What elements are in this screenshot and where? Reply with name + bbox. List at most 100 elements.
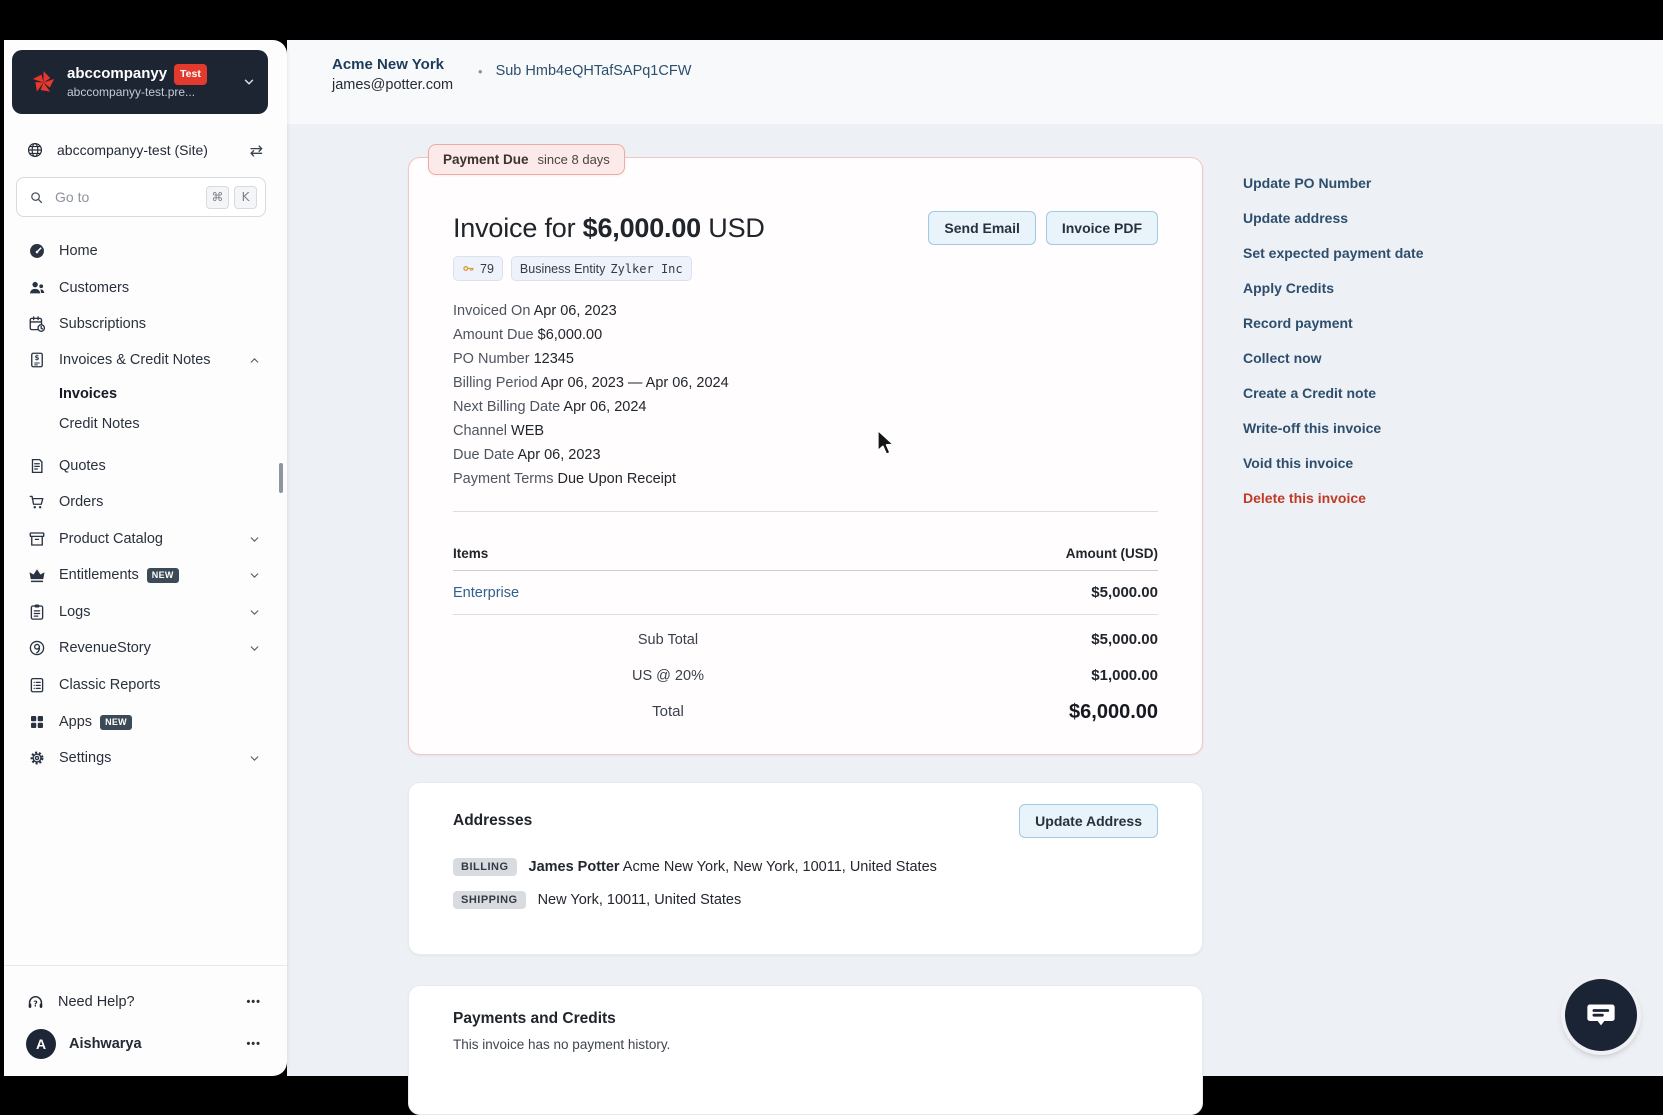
key-count-badge: 79: [453, 256, 503, 281]
update-address-button[interactable]: Update Address: [1019, 804, 1158, 838]
globe-icon: [27, 142, 43, 158]
sidebar-item-logs[interactable]: Logs: [4, 597, 287, 627]
report-doc-icon: [28, 676, 46, 694]
sidebar-item-apps[interactable]: Apps NEW: [4, 707, 287, 737]
addresses-title: Addresses: [453, 812, 533, 829]
page-title: Invoice for $6,000.00 USD: [453, 213, 765, 243]
action-set-expected-payment-date[interactable]: Set expected payment date: [1243, 245, 1424, 261]
detail-payment-terms: Payment Terms Due Upon Receipt: [453, 471, 676, 487]
subtotal-row: Sub Total $5,000.00: [637, 631, 1158, 648]
sidebar-item-credit-notes[interactable]: Credit Notes: [59, 416, 140, 432]
customer-email: james@potter.com: [332, 77, 454, 93]
customers-icon: [28, 279, 46, 297]
tax-row: US @ 20% $1,000.00: [632, 667, 1158, 684]
goto-search[interactable]: ⌘ K: [16, 177, 266, 217]
status-since: since 8 days: [537, 152, 610, 167]
action-void-invoice[interactable]: Void this invoice: [1243, 455, 1354, 471]
brand-logo-icon: [32, 70, 55, 92]
user-name: Aishwarya: [69, 1036, 142, 1052]
org-switcher[interactable]: abccompanyy Test abccompanyy-test.pre...: [12, 50, 268, 114]
cart-icon: [28, 493, 46, 511]
detail-invoiced-on: Invoiced On Apr 06, 2023: [453, 303, 617, 319]
status-label: Payment Due: [443, 152, 529, 167]
action-update-address[interactable]: Update address: [1243, 210, 1349, 226]
gear-icon: [28, 749, 46, 767]
status-badge: Payment Due since 8 days: [428, 144, 625, 175]
sidebar-item-home[interactable]: Home: [4, 236, 287, 266]
invoice-actions-panel: Update PO Number Update address Set expe…: [1243, 173, 1424, 523]
billing-address-row: BILLING James Potter Acme New York, New …: [453, 858, 1158, 876]
sidebar-item-quotes[interactable]: Quotes: [4, 451, 287, 481]
sidebar-item-orders[interactable]: Orders: [4, 487, 287, 517]
detail-next-billing-date: Next Billing Date Apr 06, 2024: [453, 399, 647, 415]
chat-bubble-icon: [1587, 1004, 1615, 1026]
avatar: A: [26, 1029, 56, 1059]
item-link[interactable]: Enterprise: [453, 584, 520, 601]
detail-due-date: Due Date Apr 06, 2023: [453, 447, 601, 463]
chat-fab[interactable]: [1565, 979, 1637, 1051]
sidebar-item-product-catalog[interactable]: Product Catalog: [4, 524, 287, 554]
billing-address: James Potter Acme New York, New York, 10…: [528, 859, 937, 875]
key-icon: [463, 266, 474, 271]
invoice-details: Invoiced On Apr 06, 2023 Amount Due $6,0…: [453, 299, 1158, 491]
chevron-down-icon: [250, 609, 259, 615]
shipping-tag: SHIPPING: [453, 891, 526, 909]
headset-help-icon: ?: [26, 993, 45, 1012]
user-profile-item[interactable]: A Aishwarya •••: [4, 1029, 287, 1059]
subscription-link[interactable]: Sub Hmb4eQHTafSAPq1CFW: [495, 63, 692, 79]
invoice-card: Payment Due since 8 days Invoice for $6,…: [408, 144, 1203, 755]
payments-card: Payments and Credits This invoice has no…: [408, 985, 1203, 1115]
more-options-icon[interactable]: •••: [246, 996, 261, 1008]
new-badge: NEW: [146, 567, 179, 583]
action-write-off-invoice[interactable]: Write-off this invoice: [1243, 420, 1382, 436]
breadcrumb: • Sub Hmb4eQHTafSAPq1CFW: [478, 63, 691, 79]
shipping-address-row: SHIPPING New York, 10011, United States: [453, 891, 1158, 909]
sidebar-item-revenuestory[interactable]: RevenueStory: [4, 633, 287, 663]
action-apply-credits[interactable]: Apply Credits: [1243, 280, 1335, 296]
box-icon: [28, 530, 46, 548]
apps-grid-icon: [28, 713, 46, 731]
calendar-clock-icon: [28, 315, 46, 333]
org-name: abccompanyy: [67, 65, 168, 82]
invoice-pdf-button[interactable]: Invoice PDF: [1045, 211, 1158, 245]
sidebar-scrollbar[interactable]: [279, 463, 283, 493]
sidebar: abccompanyy Test abccompanyy-test.pre... …: [4, 40, 287, 1076]
sidebar-divider: [4, 965, 287, 966]
site-switcher[interactable]: abccompanyy-test (Site) ⇄: [4, 135, 287, 165]
customer-name[interactable]: Acme New York: [332, 56, 444, 73]
action-delete-invoice[interactable]: Delete this invoice: [1243, 490, 1366, 506]
switch-site-icon[interactable]: ⇄: [249, 140, 263, 160]
chevron-down-icon: [250, 755, 259, 761]
new-badge: NEW: [100, 714, 132, 730]
col-items: Items: [453, 546, 489, 561]
send-email-button[interactable]: Send Email: [928, 211, 1036, 245]
need-help-item[interactable]: ? Need Help? •••: [4, 987, 287, 1017]
items-table-header: Items Amount (USD): [453, 512, 1158, 571]
action-record-payment[interactable]: Record payment: [1243, 315, 1353, 331]
shipping-address: New York, 10011, United States: [537, 892, 742, 908]
sidebar-item-customers[interactable]: Customers: [4, 273, 287, 303]
action-update-po-number[interactable]: Update PO Number: [1243, 175, 1372, 191]
sidebar-item-entitlements[interactable]: Entitlements NEW: [4, 560, 287, 590]
chevron-down-icon: [250, 536, 259, 542]
sidebar-item-invoices-credit-notes[interactable]: $ Invoices & Credit Notes: [4, 345, 287, 375]
chevron-down-icon: [250, 645, 259, 651]
gauge-icon: [28, 242, 46, 260]
quote-doc-icon: [28, 457, 46, 475]
search-input[interactable]: [53, 188, 201, 206]
sidebar-item-settings[interactable]: Settings: [4, 743, 287, 773]
chevron-down-icon: [250, 572, 259, 578]
sidebar-item-subscriptions[interactable]: Subscriptions: [4, 309, 287, 339]
section-divider: [453, 511, 1158, 512]
sidebar-item-classic-reports[interactable]: Classic Reports: [4, 670, 287, 700]
app-window: abccompanyy Test abccompanyy-test.pre... …: [4, 40, 1663, 1115]
detail-amount-due: Amount Due $6,000.00: [453, 327, 603, 343]
sidebar-item-invoices[interactable]: Invoices: [59, 386, 118, 402]
more-options-icon[interactable]: •••: [246, 1038, 261, 1050]
total-row: Total $6,000.00: [652, 701, 1158, 723]
action-collect-now[interactable]: Collect now: [1243, 350, 1322, 366]
site-name: abccompanyy-test (Site): [57, 142, 208, 158]
chevron-down-icon: [244, 79, 254, 85]
action-create-credit-note[interactable]: Create a Credit note: [1243, 385, 1377, 401]
crown-icon: [28, 566, 46, 584]
